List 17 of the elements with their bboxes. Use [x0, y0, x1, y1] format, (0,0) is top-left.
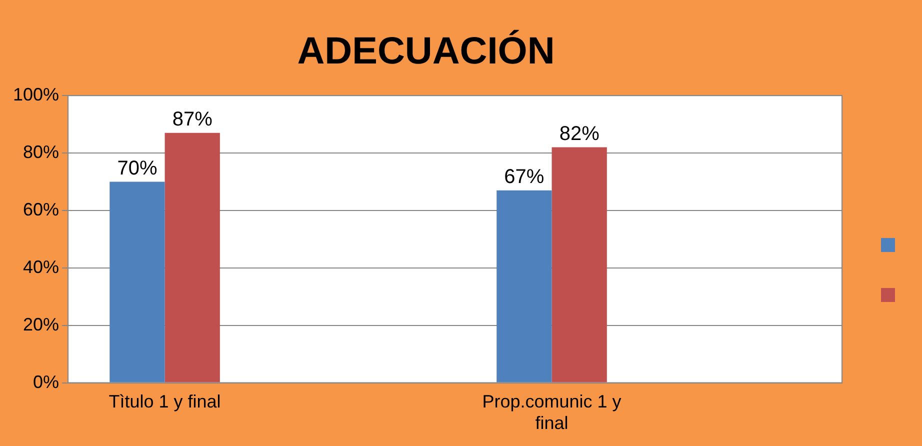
y-tick-label: 0%	[33, 372, 60, 392]
data-label: 67%	[504, 166, 544, 188]
data-label: 70%	[117, 157, 158, 180]
x-tick-label: Prop.comunic 1 y final	[482, 392, 622, 434]
y-tick-label: 100%	[12, 84, 60, 105]
bar	[552, 147, 607, 382]
bar	[496, 190, 552, 382]
bar	[164, 132, 220, 382]
y-tick-label: 80%	[23, 142, 60, 162]
y-tick-label: 40%	[23, 256, 60, 277]
chart-title: ADECUACIÓN	[297, 29, 555, 72]
x-tick-label: Tìtulo 1 y final	[108, 392, 221, 412]
data-label: 87%	[172, 108, 213, 130]
bar	[110, 182, 165, 382]
y-tick-label: 60%	[23, 199, 60, 220]
y-tick-label: 20%	[23, 314, 60, 334]
data-label: 82%	[559, 122, 600, 145]
